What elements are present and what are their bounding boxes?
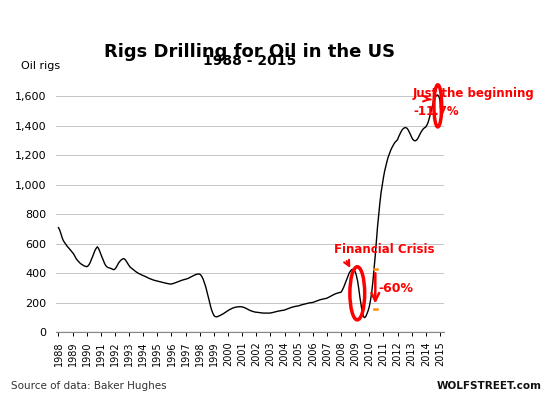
Text: Just the beginning
-11.7%: Just the beginning -11.7% (413, 87, 535, 118)
Title: Rigs Drilling for Oil in the US: Rigs Drilling for Oil in the US (104, 42, 395, 61)
Text: Source of data: Baker Hughes: Source of data: Baker Hughes (11, 381, 167, 391)
Text: Oil rigs: Oil rigs (21, 61, 60, 72)
Text: Financial Crisis: Financial Crisis (334, 243, 434, 256)
Text: -60%: -60% (378, 282, 413, 295)
Bar (56, 332, 444, 337)
Text: 1988 - 2015: 1988 - 2015 (203, 54, 296, 68)
Text: WOLFSTREET.com: WOLFSTREET.com (437, 381, 542, 391)
